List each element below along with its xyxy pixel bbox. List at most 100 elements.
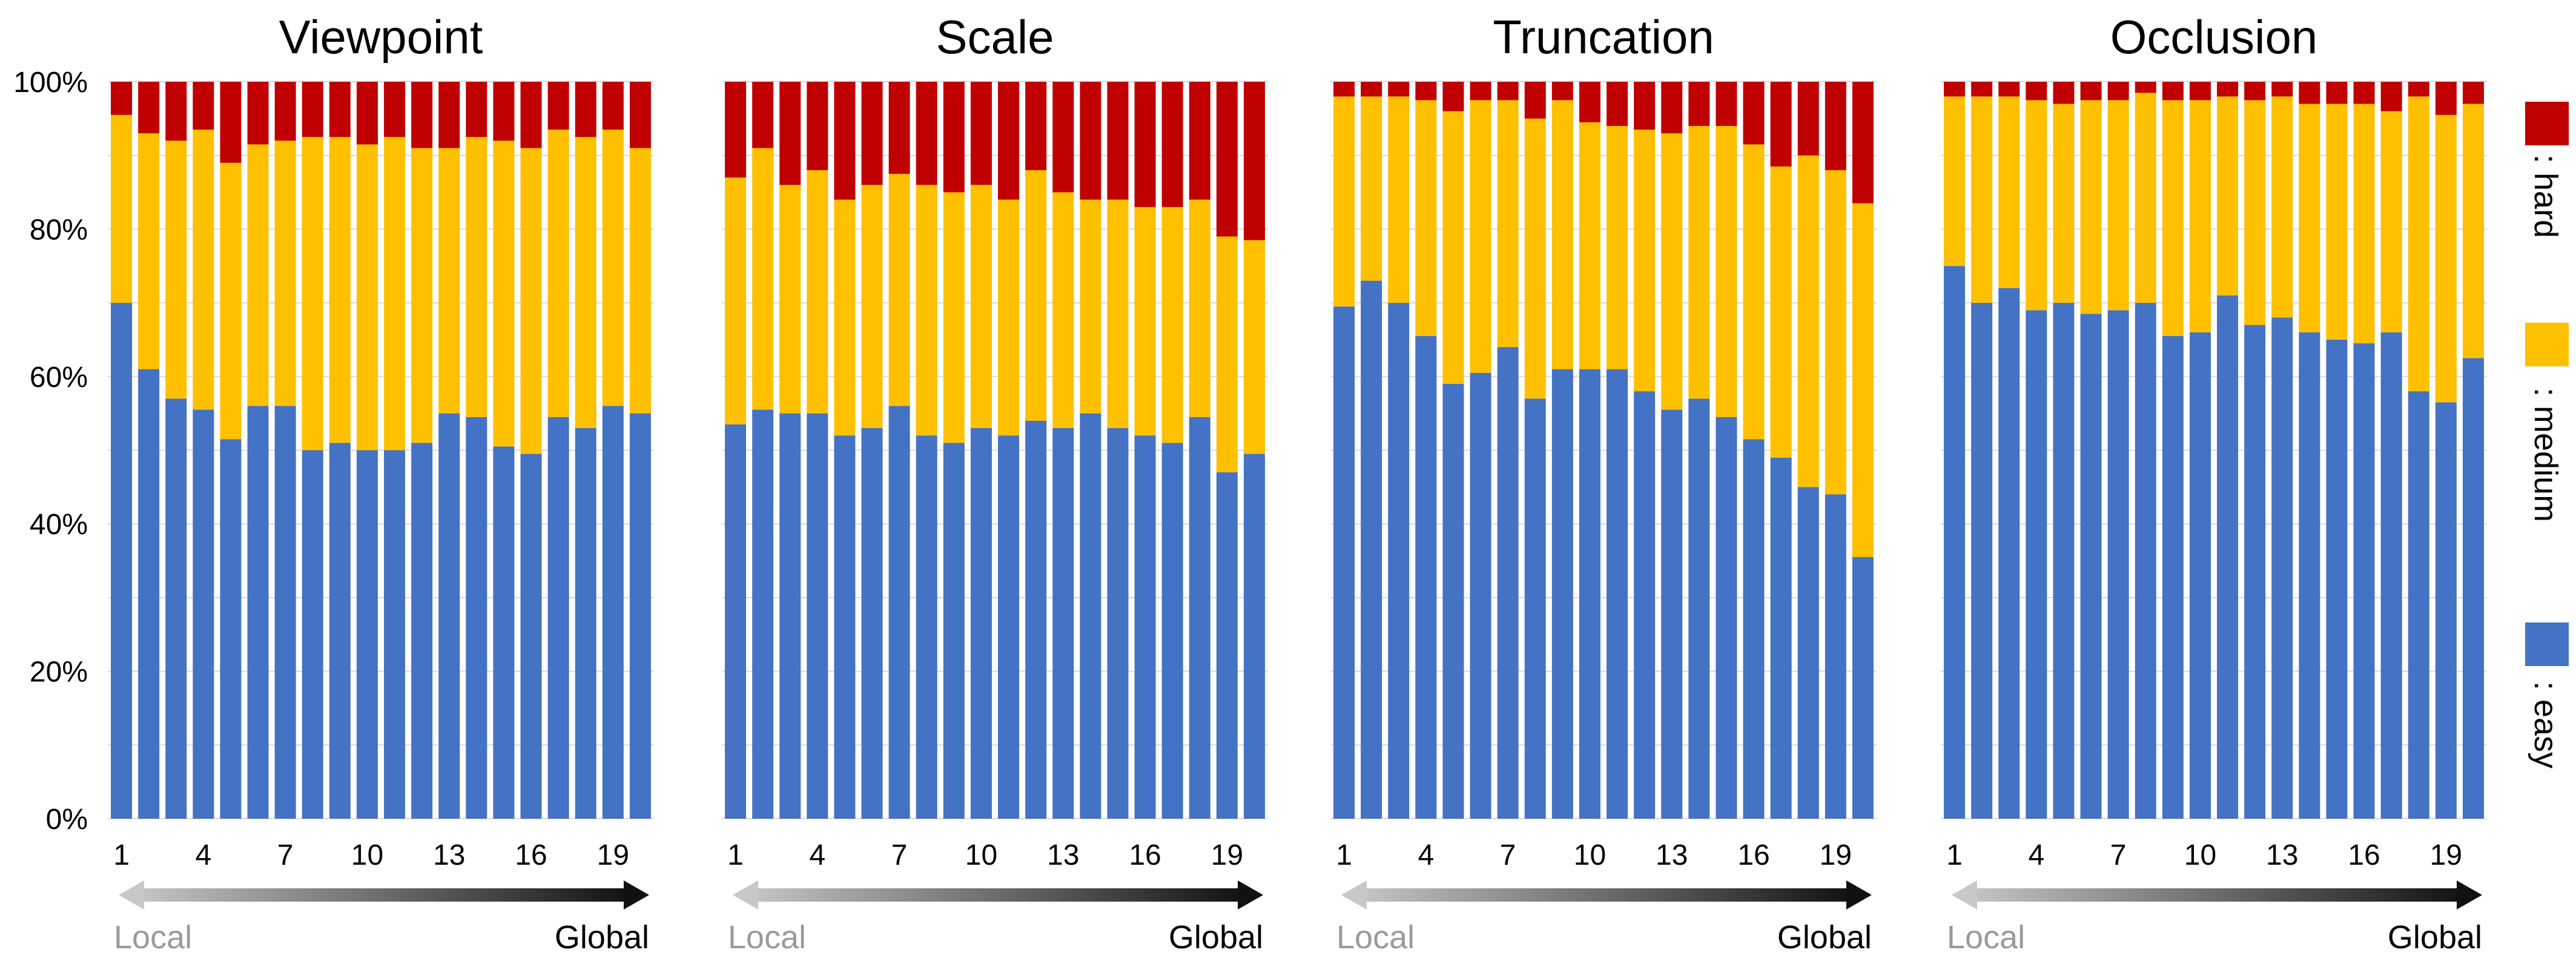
bar-segment-medium <box>2162 100 2184 336</box>
bar-segment-hard <box>2271 82 2293 97</box>
bar-segment-easy <box>1189 417 1210 819</box>
bar-segment-easy <box>1579 369 1600 819</box>
bar-segment-easy <box>2353 343 2375 819</box>
bar-segment-hard <box>2299 82 2320 104</box>
bar-segment-hard <box>1052 82 1074 193</box>
bar-segment-hard <box>629 82 651 148</box>
bar-segment-medium <box>2080 100 2102 314</box>
bar-segment-easy <box>1661 409 1683 819</box>
bar-segment-hard <box>1661 82 1683 134</box>
bar-segment-medium <box>1661 133 1683 410</box>
x-tick-label: 1 <box>113 839 130 871</box>
bar-segment-medium <box>1080 199 1101 414</box>
y-tick-label: 0% <box>46 804 88 836</box>
bar-segment-hard <box>1361 82 1382 97</box>
bar-segment-easy <box>138 369 160 819</box>
bar-segment-easy <box>1551 369 1573 819</box>
legend-label-hard: : hard <box>2528 154 2564 238</box>
bar-segment-easy <box>2326 339 2348 819</box>
bar-segment-hard <box>1825 82 1846 171</box>
bar-segment-easy <box>575 428 596 819</box>
bar-segment-hard <box>466 82 487 137</box>
bar-segment-easy <box>547 417 569 819</box>
bar-segment-hard <box>807 82 828 171</box>
y-tick-label: 60% <box>30 362 88 394</box>
bar-segment-hard <box>575 82 596 137</box>
bar-segment-hard <box>547 82 569 130</box>
bar-segment-easy <box>1388 303 1410 819</box>
arrow-global-label: Global <box>555 919 649 956</box>
bar-segment-easy <box>1607 369 1628 819</box>
bar-segment-hard <box>1634 82 1656 130</box>
bar-segment-easy <box>1825 494 1846 819</box>
bar-segment-hard <box>1607 82 1628 127</box>
y-tick-label: 80% <box>30 214 88 246</box>
bar-segment-hard <box>1080 82 1101 200</box>
x-tick-label: 4 <box>195 839 211 871</box>
bar-segment-hard <box>916 82 937 185</box>
bar-segment-medium <box>384 137 406 451</box>
bar-segment-hard <box>2462 82 2484 104</box>
x-tick-label: 10 <box>351 839 383 871</box>
bar-segment-easy <box>438 413 460 819</box>
bar-segment-medium <box>1852 203 1874 557</box>
bar-segment-medium <box>2408 96 2429 392</box>
bar-segment-easy <box>970 428 992 819</box>
bar-segment-hard <box>138 82 160 134</box>
x-tick-label: 13 <box>1656 839 1688 871</box>
x-tick-label: 19 <box>1211 839 1243 871</box>
bar-segment-easy <box>1770 457 1792 819</box>
bar-segment-hard <box>411 82 433 148</box>
panel-title: Occlusion <box>2110 10 2317 64</box>
x-tick-label: 13 <box>2266 839 2298 871</box>
bar-segment-easy <box>2189 332 2211 819</box>
x-tick-label: 7 <box>1500 839 1516 871</box>
x-tick-label: 16 <box>515 839 547 871</box>
bar-segment-medium <box>1971 96 1993 303</box>
bar-segment-medium <box>1634 130 1656 392</box>
bar-segment-medium <box>1524 118 1546 399</box>
y-tick-label: 20% <box>30 656 88 688</box>
bar-segment-hard <box>384 82 406 137</box>
bar-segment-hard <box>1852 82 1874 203</box>
x-tick-label: 4 <box>2028 839 2044 871</box>
panel-scale: Scale 1 4 7 10 13 16 19 Local Global <box>722 10 1268 956</box>
bar-segment-hard <box>2080 82 2102 101</box>
bar-segment-hard <box>1770 82 1792 167</box>
bar-segment-medium <box>916 185 937 436</box>
bar-segment-medium <box>1716 126 1737 417</box>
bar-segment-easy <box>2380 332 2402 819</box>
bar-segment-medium <box>1388 96 1410 303</box>
bar-segment-medium <box>302 137 323 451</box>
bar-segment-hard <box>1189 82 1210 200</box>
bar-segment-medium <box>2326 104 2348 340</box>
bar-segment-easy <box>1944 266 1966 819</box>
x-tick-label: 13 <box>1047 839 1079 871</box>
x-tick-label: 16 <box>1129 839 1161 871</box>
bar-segment-medium <box>1052 192 1074 428</box>
bar-segment-medium <box>2353 104 2375 344</box>
arrow-local-label: Local <box>1336 919 1415 956</box>
bar-segment-easy <box>725 424 747 819</box>
bar-segment-medium <box>520 148 542 454</box>
arrow-head-right <box>2457 880 2482 910</box>
bar-segment-easy <box>1025 420 1047 819</box>
bar-segment-medium <box>2271 96 2293 318</box>
bar-segment-easy <box>602 406 624 819</box>
bar-segment-hard <box>193 82 214 130</box>
bar-segment-medium <box>943 192 965 443</box>
bar-segment-easy <box>193 409 214 819</box>
bar-segment-hard <box>2026 82 2047 101</box>
bar-segment-hard <box>2408 82 2429 97</box>
bar-segment-easy <box>1107 428 1129 819</box>
bar-segment-hard <box>888 82 910 174</box>
arrow-local-label: Local <box>1947 919 2025 956</box>
bar-segment-medium <box>220 162 242 440</box>
bar-segment-medium <box>1415 100 1437 336</box>
bar-segment-hard <box>1998 82 2020 97</box>
bar-segment-hard <box>2435 82 2457 115</box>
bar-segment-hard <box>1107 82 1129 200</box>
bar-segment-hard <box>1134 82 1156 207</box>
bar-segment-hard <box>1333 82 1355 97</box>
bar-segment-easy <box>1442 383 1464 819</box>
